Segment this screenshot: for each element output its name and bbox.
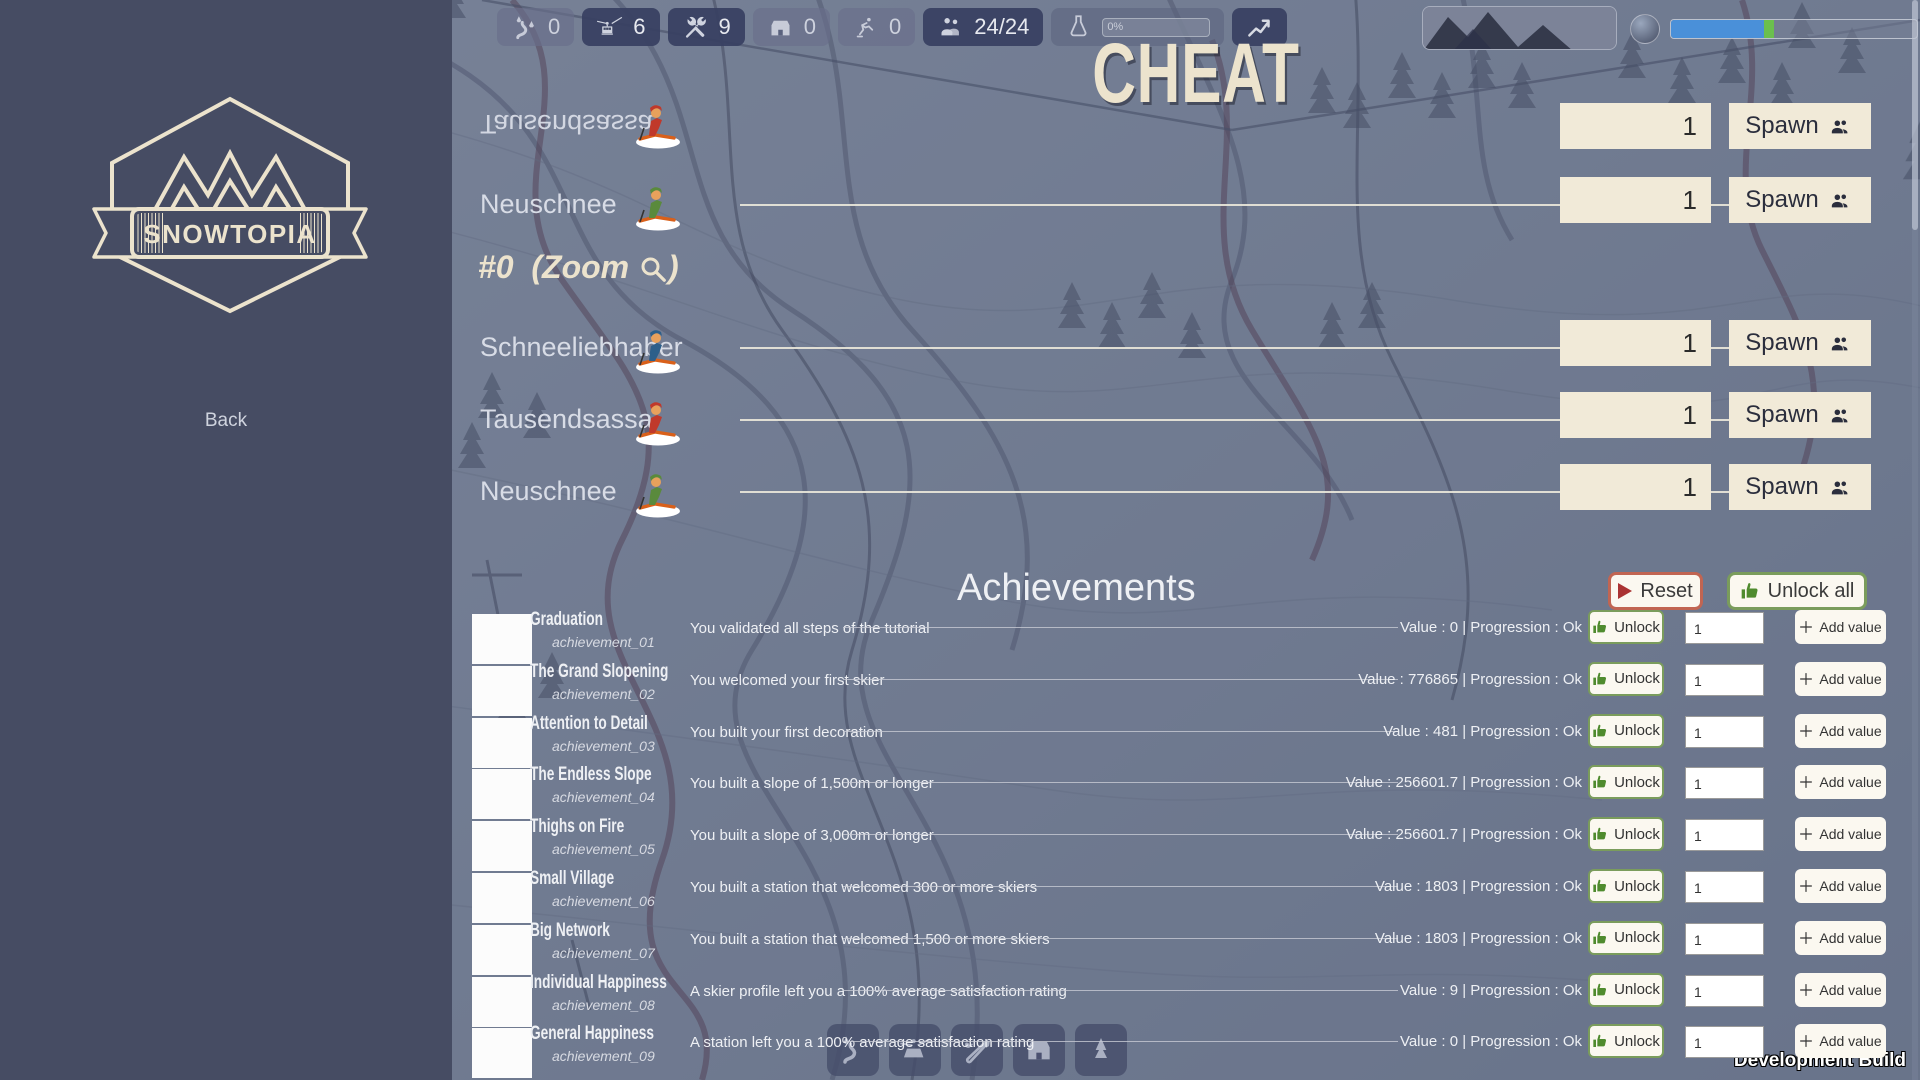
svg-text:SNOWTOPIA: SNOWTOPIA	[143, 219, 316, 249]
